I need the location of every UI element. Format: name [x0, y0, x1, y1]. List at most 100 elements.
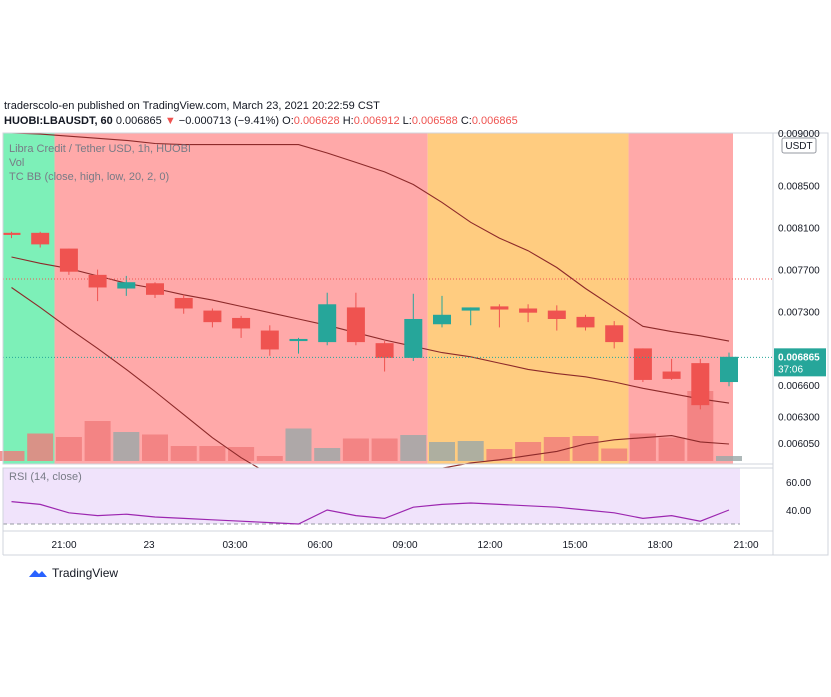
candle-body — [146, 283, 164, 295]
volume-bar — [457, 441, 484, 461]
volume-bar — [27, 433, 54, 461]
volume-bar — [429, 442, 455, 461]
candle — [318, 292, 337, 346]
candle-body — [318, 304, 337, 343]
price-tick-label: 0.009000 — [778, 129, 820, 140]
volume-bar — [342, 438, 369, 461]
volume-bar — [199, 446, 226, 461]
candle-body — [691, 363, 710, 406]
candle-body — [346, 307, 365, 343]
candle — [174, 294, 193, 314]
change-arrow-icon: ▼ — [164, 115, 176, 127]
candle — [59, 248, 78, 275]
price-tick-label: 0.006600 — [778, 381, 820, 392]
candle-body — [117, 282, 136, 289]
candle — [605, 321, 624, 349]
candle-body — [662, 371, 681, 379]
candle — [519, 304, 538, 323]
tradingview-watermark: TradingView — [28, 566, 118, 580]
zone-red-1 — [54, 133, 428, 464]
candle — [260, 325, 279, 356]
candle — [375, 341, 394, 372]
legend-rsi: RSI (14, close) — [9, 471, 82, 483]
price-tick-label: 0.008500 — [778, 182, 820, 193]
rsi-line — [11, 501, 730, 525]
publish-line: traderscolo-en published on TradingView.… — [4, 100, 380, 112]
candle-body — [375, 343, 394, 358]
rsi-tick-label: 60.00 — [786, 478, 811, 489]
currency-badge-text: USDT — [785, 141, 812, 152]
volume-bar — [601, 448, 628, 461]
time-tick-label: 06:00 — [307, 540, 332, 551]
candle-body — [2, 232, 21, 235]
candle — [576, 314, 595, 331]
close-value: 0.006865 — [471, 115, 518, 127]
last-price-badge-text: 0.006865 — [778, 352, 820, 363]
candle — [203, 308, 222, 328]
candle — [691, 358, 710, 410]
volume-bar — [84, 421, 111, 461]
time-tick-label: 21:00 — [733, 540, 758, 551]
open-label: O: — [282, 115, 294, 127]
volume-bar — [113, 432, 140, 461]
symbol: HUOBI:LBAUSDT, 60 — [4, 115, 113, 127]
price-tick-label: 0.008100 — [778, 224, 820, 235]
price-tick-label: 0.007300 — [778, 308, 820, 319]
candle — [433, 295, 451, 328]
candle — [31, 231, 50, 248]
volume-bar — [142, 434, 168, 461]
candle — [146, 282, 164, 298]
volume-bar — [400, 435, 427, 461]
price-axis-frame — [772, 132, 829, 556]
bb-upper-line — [11, 132, 730, 342]
candle-body — [59, 248, 78, 272]
candle — [633, 348, 652, 383]
candle — [461, 307, 480, 326]
candle — [289, 337, 308, 354]
volume-bar — [716, 456, 742, 461]
volume-bar — [486, 449, 513, 461]
time-tick-label: 03:00 — [222, 540, 247, 551]
price-tick-label: 0.006050 — [778, 439, 820, 450]
symbol-line: HUOBI:LBAUSDT, 60 0.006865 ▼ −0.000713 (… — [4, 115, 518, 127]
close-label: C: — [460, 115, 472, 127]
candle-body — [404, 318, 423, 358]
time-tick-label: 18:00 — [647, 540, 672, 551]
zone-orange-2 — [427, 133, 629, 464]
candle-body — [720, 356, 738, 383]
legend-title: Libra Credit / Tether USD, 1h, HUOBI — [9, 143, 191, 155]
candle — [346, 292, 365, 346]
candle-body — [519, 308, 538, 313]
candle-body — [576, 316, 595, 328]
currency-badge — [781, 137, 817, 154]
candle-body — [260, 330, 279, 350]
time-tick-label: 09:00 — [392, 540, 417, 551]
zone-green-0 — [3, 133, 55, 464]
time-tick-label: 21:00 — [51, 540, 76, 551]
tradingview-logo-icon — [29, 570, 47, 577]
price-tick-label: 0.006300 — [778, 413, 820, 424]
candle-body — [461, 307, 480, 311]
candle-body — [433, 314, 451, 325]
low-value: 0.006588 — [411, 115, 458, 127]
candle-body — [203, 310, 222, 323]
legend-vol: Vol — [9, 157, 24, 169]
last-price: 0.006865 — [115, 115, 162, 127]
time-tick-label: 15:00 — [562, 540, 587, 551]
high-label: H: — [342, 115, 354, 127]
candle — [404, 293, 423, 362]
candle — [490, 304, 509, 328]
time-tick-label: 12:00 — [477, 540, 502, 551]
candle — [662, 358, 681, 380]
price-tick-label: 0.007700 — [778, 266, 820, 277]
rsi-tick-label: 40.00 — [786, 506, 811, 517]
volume-bar — [0, 451, 25, 461]
zone-red-3 — [628, 133, 733, 464]
volume-bar — [314, 448, 341, 461]
candle-body — [605, 325, 624, 343]
open-value: 0.006628 — [293, 115, 340, 127]
volume-bar — [228, 447, 255, 461]
candle — [2, 231, 21, 239]
time-tick-label: 23 — [143, 540, 155, 551]
